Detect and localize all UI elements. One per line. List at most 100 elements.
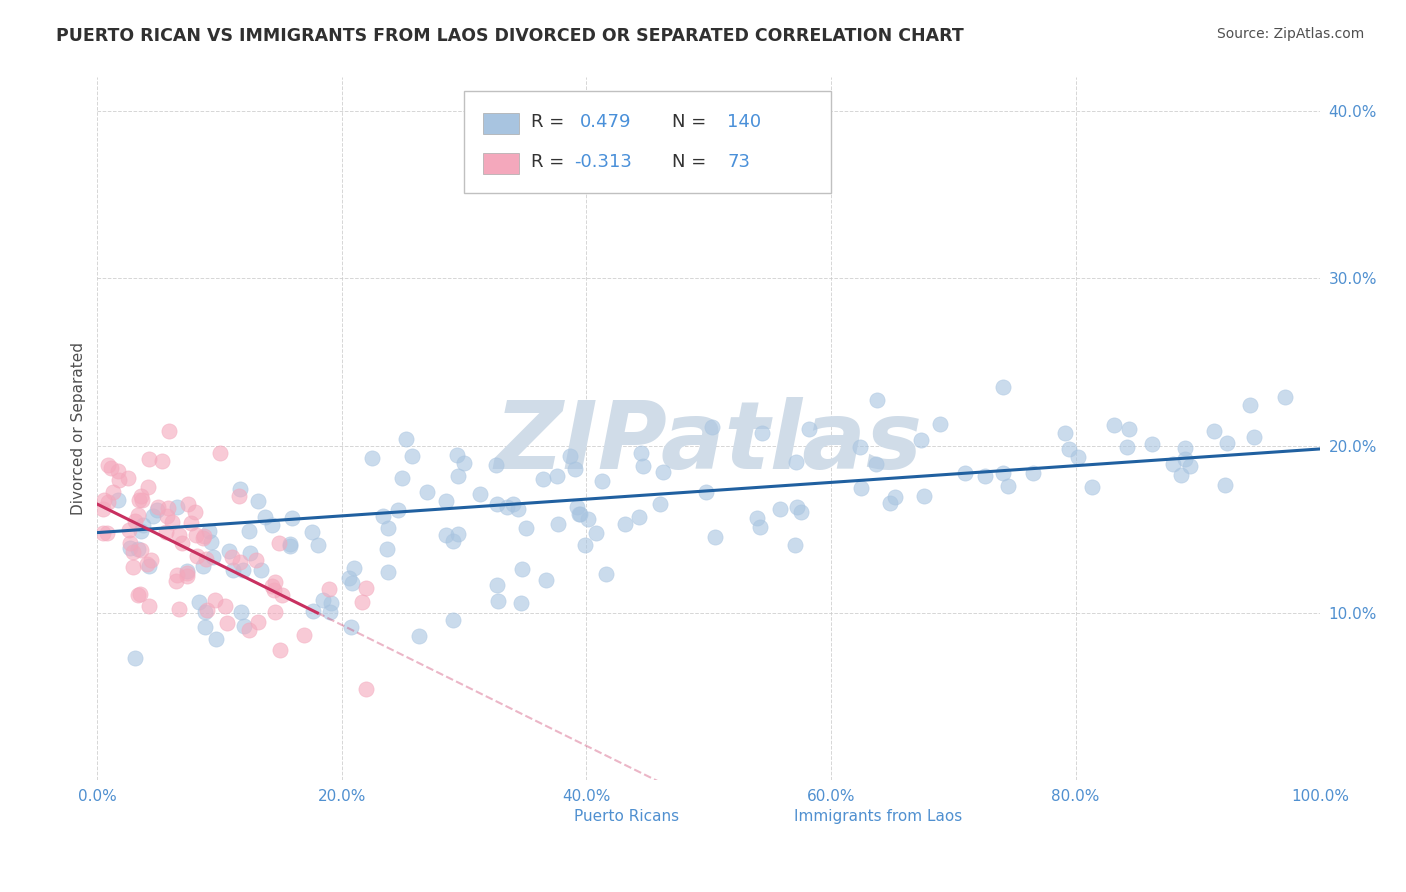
FancyBboxPatch shape: [758, 808, 785, 824]
Point: [441, 614, 464, 628]
Point: [377, 565, 399, 579]
Point: [564, 462, 586, 476]
Point: [122, 559, 145, 574]
Point: [221, 563, 243, 577]
Point: [441, 534, 464, 549]
Point: [280, 511, 302, 525]
Point: [558, 449, 581, 463]
Point: [1102, 417, 1125, 432]
Point: [648, 497, 671, 511]
Point: [100, 461, 122, 475]
Point: [1116, 440, 1139, 454]
Point: [150, 454, 173, 468]
Point: [866, 393, 889, 408]
Point: [264, 575, 287, 590]
Point: [360, 450, 382, 465]
Point: [312, 592, 335, 607]
Point: [630, 446, 652, 460]
Point: [387, 502, 409, 516]
Point: [194, 620, 217, 634]
Point: [127, 588, 149, 602]
Point: [510, 596, 533, 610]
Point: [1161, 457, 1184, 471]
Point: [356, 581, 378, 595]
Point: [301, 525, 323, 540]
Point: [567, 500, 589, 514]
Text: R =: R =: [531, 112, 565, 131]
Point: [495, 500, 517, 514]
Point: [118, 536, 141, 550]
Point: [318, 582, 340, 596]
Point: [194, 552, 217, 566]
Point: [108, 473, 131, 487]
Point: [340, 575, 363, 590]
Point: [93, 492, 115, 507]
Point: [912, 489, 935, 503]
Point: [631, 458, 654, 473]
Point: [184, 528, 207, 542]
Point: [194, 605, 217, 619]
Point: [510, 561, 533, 575]
Point: [156, 508, 179, 523]
Point: [1215, 478, 1237, 492]
Point: [270, 588, 292, 602]
Text: 0.479: 0.479: [581, 112, 631, 131]
Point: [769, 501, 792, 516]
Point: [991, 467, 1014, 481]
FancyBboxPatch shape: [464, 92, 831, 194]
Point: [129, 587, 152, 601]
Point: [200, 535, 222, 549]
Point: [247, 615, 270, 630]
Point: [849, 440, 872, 454]
Point: [1239, 398, 1261, 412]
Point: [702, 420, 724, 434]
Point: [148, 500, 170, 515]
Point: [453, 456, 475, 470]
Point: [264, 605, 287, 619]
Point: [129, 489, 152, 503]
Point: [468, 487, 491, 501]
Text: -0.313: -0.313: [574, 153, 633, 170]
Point: [595, 567, 617, 582]
Point: [1053, 426, 1076, 441]
Point: [307, 538, 329, 552]
Point: [745, 511, 768, 525]
Point: [695, 484, 717, 499]
Point: [96, 526, 118, 541]
Point: [371, 509, 394, 524]
Text: Immigrants from Laos: Immigrants from Laos: [794, 809, 963, 824]
Point: [122, 545, 145, 559]
Point: [205, 632, 228, 647]
Point: [229, 482, 252, 496]
Point: [1057, 442, 1080, 457]
Point: [260, 579, 283, 593]
Point: [879, 496, 901, 510]
Point: [401, 449, 423, 463]
Point: [628, 510, 651, 524]
Point: [93, 526, 115, 541]
Point: [356, 681, 378, 696]
Point: [547, 516, 569, 531]
Point: [1274, 390, 1296, 404]
Point: [269, 643, 291, 657]
Text: N =: N =: [672, 153, 706, 170]
Point: [245, 552, 267, 566]
Point: [97, 458, 120, 472]
Point: [195, 603, 218, 617]
Point: [343, 560, 366, 574]
Point: [910, 434, 932, 448]
Point: [262, 517, 284, 532]
Point: [193, 529, 215, 543]
Point: [799, 421, 821, 435]
Point: [884, 491, 907, 505]
Point: [1118, 422, 1140, 436]
Point: [997, 479, 1019, 493]
Point: [350, 594, 373, 608]
Point: [786, 500, 808, 514]
Point: [176, 569, 198, 583]
Point: [377, 521, 399, 535]
Point: [408, 629, 430, 643]
Point: [131, 492, 153, 507]
Point: [515, 520, 537, 534]
Point: [138, 559, 160, 574]
